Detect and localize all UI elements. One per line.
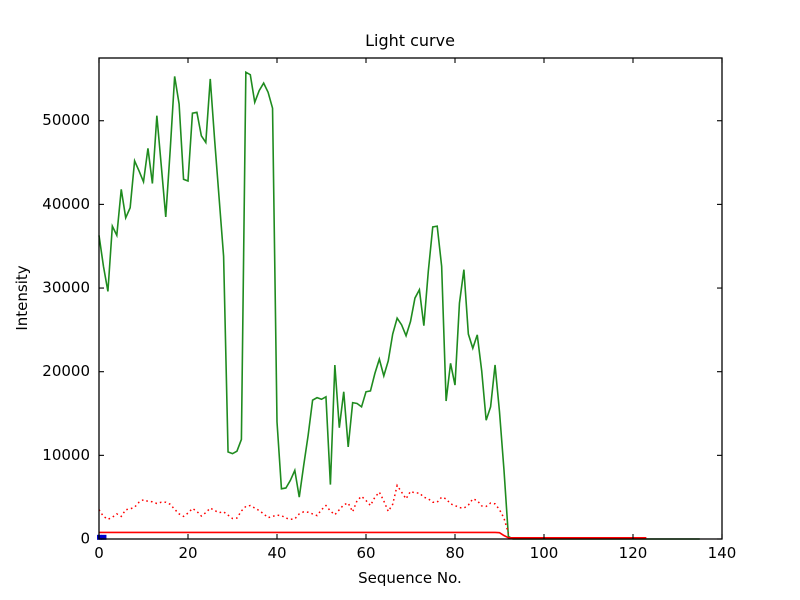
y-tick-label-10000: 10000 [42, 446, 90, 464]
plot-background [99, 58, 722, 539]
x-tick-label-80: 80 [445, 544, 464, 562]
axes-group [98, 57, 723, 540]
axes-frame [98, 57, 723, 540]
x-tick-label-40: 40 [267, 544, 286, 562]
plot-area-background [99, 58, 722, 539]
x-tick-label-140: 140 [708, 544, 737, 562]
y-tick-label-0: 0 [80, 530, 90, 548]
series-line-baseline-red-solid [99, 531, 647, 539]
y-tick-label-20000: 20000 [42, 362, 90, 380]
x-tick-label-100: 100 [530, 544, 559, 562]
x-axis-title: Sequence No. [358, 569, 462, 587]
x-tick-label-20: 20 [178, 544, 197, 562]
tick-marks-group [98, 58, 723, 540]
tick-labels-group: 0 20 40 60 80 100 120 140 0 10000 20000 30000 40000 5… [42, 111, 736, 562]
x-tick-label-0: 0 [94, 544, 104, 562]
series-marker-marker-blue [101, 534, 107, 540]
x-tick-label-60: 60 [356, 544, 375, 562]
y-tick-label-30000: 30000 [42, 279, 90, 297]
y-tick-label-50000: 50000 [42, 111, 90, 129]
chart-title: Light curve [365, 31, 455, 50]
series-line-background-red-dotted [98, 483, 510, 534]
y-axis-title: Intensity [13, 265, 31, 330]
x-tick-label-120: 120 [619, 544, 648, 562]
y-tick-label-40000: 40000 [42, 195, 90, 213]
